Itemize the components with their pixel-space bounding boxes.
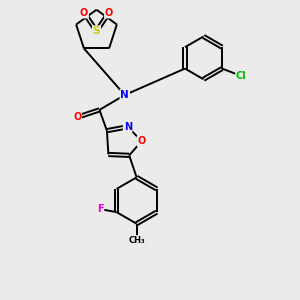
Text: O: O [73, 112, 81, 122]
Text: CH₃: CH₃ [128, 236, 145, 244]
Text: N: N [124, 122, 132, 132]
Text: O: O [138, 136, 146, 146]
Text: F: F [97, 204, 104, 214]
Text: N: N [120, 90, 129, 100]
Text: S: S [93, 26, 100, 36]
Text: Cl: Cl [236, 71, 247, 81]
Text: O: O [105, 8, 113, 18]
Text: O: O [80, 8, 88, 18]
